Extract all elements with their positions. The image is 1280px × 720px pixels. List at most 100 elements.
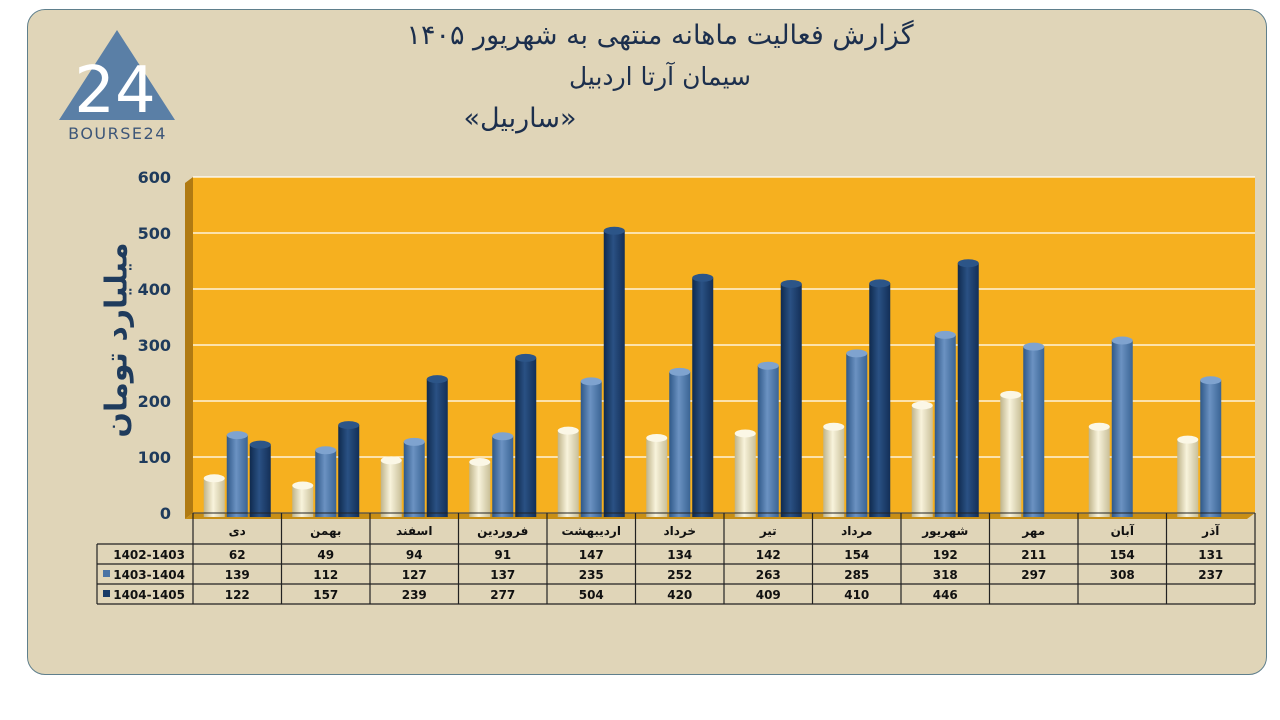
bar-cap: [249, 440, 271, 449]
bar: [426, 379, 448, 517]
bar-cap: [338, 421, 360, 430]
bar-cap: [426, 375, 448, 384]
bar: [203, 478, 225, 517]
bar: [869, 283, 891, 517]
bar-cap: [315, 446, 337, 455]
x-category-label: فروردین: [477, 524, 528, 539]
bar-cap: [603, 226, 625, 235]
bar-cap: [646, 433, 668, 442]
bourse24-logo: 24: [55, 28, 180, 148]
bar-cap: [823, 422, 845, 431]
table-cell-value: 318: [933, 568, 958, 582]
bar: [403, 441, 425, 517]
legend-label: 1404-1405: [113, 588, 185, 602]
bar: [911, 405, 933, 517]
table-cell-value: 49: [317, 548, 334, 562]
table-cell-value: 420: [667, 588, 692, 602]
table-cell-value: 62: [229, 548, 246, 562]
y-tick-label: 0: [160, 504, 171, 523]
bar-cap: [957, 259, 979, 268]
bar-cap: [757, 361, 779, 370]
bar-cap: [692, 273, 714, 282]
bar-cap: [669, 367, 691, 376]
bar: [934, 334, 956, 517]
table-cell-value: 409: [756, 588, 781, 602]
x-category-label: تیر: [759, 524, 777, 538]
plot-floor: [185, 513, 1255, 519]
x-category-label: خرداد: [663, 524, 696, 538]
table-cell-value: 127: [402, 568, 427, 582]
bar: [692, 277, 714, 517]
bar: [492, 436, 514, 517]
bar: [469, 462, 491, 517]
x-category-label: اسفند: [396, 524, 432, 538]
x-category-label: بهمن: [310, 524, 341, 538]
bar: [249, 444, 271, 517]
table-cell-value: 277: [490, 588, 515, 602]
bar: [226, 435, 248, 517]
bar: [823, 426, 845, 517]
bar: [292, 485, 314, 517]
bar-cap: [226, 431, 248, 440]
bar: [1023, 346, 1045, 517]
logo-triangle: [59, 30, 175, 120]
bar: [1177, 439, 1199, 517]
table-cell-value: 137: [490, 568, 515, 582]
bar: [646, 437, 668, 517]
bar: [669, 371, 691, 517]
table-cell-value: 285: [844, 568, 869, 582]
bar: [1200, 380, 1222, 517]
x-category-label: آبان: [1111, 523, 1135, 538]
bar-cap: [380, 456, 402, 465]
table-cell-value: 134: [667, 548, 692, 562]
bar-cap: [580, 377, 602, 386]
table-cell-value: 410: [844, 588, 869, 602]
bar-cap: [515, 353, 537, 362]
y-tick-label: 600: [138, 168, 171, 187]
table-cell-value: 235: [579, 568, 604, 582]
legend-label: 1403-1404: [113, 568, 185, 582]
table-cell-value: 237: [1198, 568, 1223, 582]
logo-mark: 24: [74, 54, 155, 128]
bar-cap: [557, 426, 579, 435]
bar: [515, 357, 537, 517]
x-category-label: دی: [229, 524, 246, 538]
bar: [603, 230, 625, 517]
table-cell-value: 154: [1110, 548, 1135, 562]
legend-label: 1402-1403: [113, 548, 185, 562]
x-category-label: اردیبهشت: [562, 524, 621, 538]
bar-cap: [1088, 422, 1110, 431]
y-tick-label: 100: [138, 448, 171, 467]
x-category-label: آذر: [1201, 523, 1220, 538]
bar-cap: [1000, 390, 1022, 399]
bar-cap: [780, 279, 802, 288]
bar: [580, 381, 602, 517]
table-cell-value: 91: [494, 548, 511, 562]
logo-text: BOURSE24: [68, 124, 167, 143]
table-cell-value: 157: [313, 588, 338, 602]
bar: [338, 425, 360, 517]
bar: [957, 263, 979, 517]
y-tick-label: 500: [138, 224, 171, 243]
table-cell-value: 297: [1021, 568, 1046, 582]
table-cell-value: 122: [225, 588, 250, 602]
bar: [1088, 426, 1110, 517]
bar-cap: [1023, 342, 1045, 351]
bar: [557, 430, 579, 517]
chart-title: گزارش فعالیت ماهانه منتهی به شهریور ۱۴۰۵: [406, 20, 914, 51]
table-cell-value: 263: [756, 568, 781, 582]
bar-cap: [1111, 336, 1133, 345]
table-cell-value: 112: [313, 568, 338, 582]
bar: [380, 460, 402, 517]
table-cell-value: 142: [756, 548, 781, 562]
table-cell-value: 211: [1021, 548, 1046, 562]
table-cell-value: 147: [579, 548, 604, 562]
bar-cap: [203, 474, 225, 483]
bar-cap: [869, 279, 891, 288]
bar: [757, 365, 779, 517]
bar-cap: [292, 481, 314, 490]
legend-swatch: [103, 590, 110, 597]
bar: [734, 433, 756, 517]
table-cell-value: 446: [933, 588, 958, 602]
